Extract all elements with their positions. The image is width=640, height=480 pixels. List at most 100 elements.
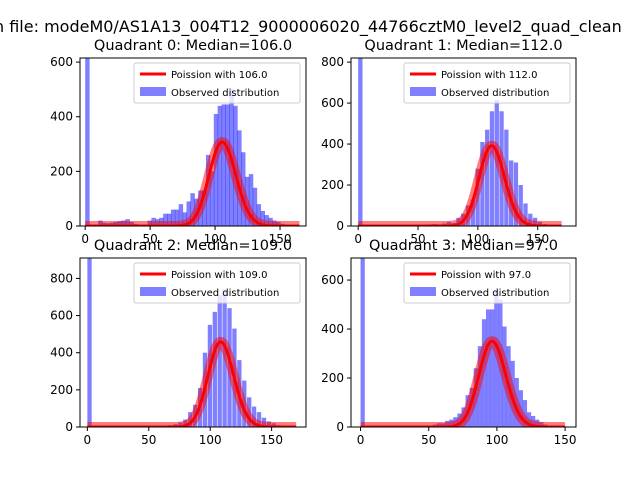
x-tick-label: 150 [269, 232, 292, 246]
histogram-bar [518, 185, 523, 226]
y-tick-label: 600 [321, 96, 344, 110]
y-tick-label: 400 [50, 110, 73, 124]
histogram-bar [209, 171, 215, 226]
y-tick-label: 200 [50, 383, 73, 397]
legend-label-poisson: Poission with 109.0 [171, 270, 267, 281]
legend-label-observed: Observed distribution [441, 88, 549, 99]
x-tick-label: 0 [354, 232, 362, 246]
legend: Poission with 106.0 Observed distribution [133, 62, 301, 104]
histogram-bar [486, 309, 491, 427]
plot-area [83, 258, 300, 427]
plot-area [81, 58, 304, 226]
plot-area [356, 258, 569, 427]
x-tick-label: 50 [142, 232, 157, 246]
panel-quadrant-0: Quadrant 0: Median=106.0 0 50 100 150 0 200 400… [50, 38, 307, 246]
histogram-bar [167, 213, 172, 226]
panel-quadrant-1: Quadrant 1: Median=112.0 0 50 100 150 0 200 400… [321, 38, 577, 246]
histogram-bar [360, 258, 365, 427]
histogram-bar [358, 58, 363, 226]
panel-title: Quadrant 0: Median=106.0 [94, 38, 292, 54]
histogram-bar [212, 311, 217, 427]
histogram-bar [490, 309, 495, 427]
x-tick-label: 0 [357, 433, 365, 447]
y-tick-label: 200 [321, 178, 344, 192]
panel-title: Quadrant 3: Median=97.0 [369, 238, 558, 254]
histogram-bar [221, 104, 226, 226]
histogram-bar [248, 174, 254, 226]
legend-patch-swatch [140, 287, 166, 296]
legend-label-poisson: Poission with 106.0 [171, 70, 267, 81]
legend-box [133, 262, 301, 304]
y-tick-label: 600 [50, 55, 73, 69]
histogram-bar [170, 209, 176, 226]
legend-patch-swatch [410, 287, 436, 296]
x-tick-label: 0 [84, 433, 92, 447]
legend: Poission with 109.0 Observed distribution [133, 262, 301, 304]
panel-title: Quadrant 2: Median=109.0 [94, 238, 292, 254]
y-tick-label: 800 [321, 55, 344, 69]
x-tick-label: 50 [421, 433, 436, 447]
histogram-bar [260, 210, 265, 226]
legend-patch-swatch [140, 87, 166, 96]
poisson-curve-halo [356, 336, 569, 427]
poisson-curve-halo [83, 336, 300, 427]
histogram-bar [85, 58, 90, 226]
axes-frame [79, 257, 307, 428]
y-tick-label: 400 [321, 322, 344, 336]
axes-frame [79, 57, 307, 227]
y-tick-label: 0 [336, 420, 344, 434]
histogram-bar [252, 187, 258, 226]
legend-patch-swatch [410, 87, 436, 96]
histogram-bar [225, 104, 230, 226]
figure-suptitle: n file: modeM0/AS1A13_004T12_9000006020_… [0, 17, 622, 37]
y-tick-label: 800 [50, 271, 73, 285]
poisson-curve [357, 144, 562, 226]
histogram-bar [213, 114, 219, 226]
x-tick-label: 0 [81, 232, 89, 246]
x-tick-label: 100 [204, 232, 227, 246]
histogram-bar [217, 295, 222, 427]
y-tick-label: 200 [321, 371, 344, 385]
legend-label-observed: Observed distribution [441, 288, 549, 299]
x-tick-label: 50 [141, 433, 156, 447]
histogram-bar [485, 129, 490, 226]
x-tick-label: 150 [526, 232, 549, 246]
x-tick-label: 100 [485, 433, 508, 447]
histogram-bar [174, 209, 180, 226]
y-tick-label: 200 [50, 164, 73, 178]
histogram-bar [523, 203, 528, 226]
y-tick-label: 0 [336, 219, 344, 233]
axes-frame [350, 57, 577, 227]
panel-quadrant-2: Quadrant 2: Median=109.0 0 50 100 150 0 200 400… [50, 238, 307, 447]
histogram-bar [182, 212, 188, 226]
histogram-bar [178, 204, 184, 226]
histogram-bar [87, 258, 92, 427]
legend: Poission with 97.0 Observed distribution [403, 262, 571, 304]
histogram-bar [513, 162, 519, 226]
y-tick-label: 400 [321, 137, 344, 151]
axes-frame [350, 257, 577, 428]
histogram-bar [217, 105, 223, 226]
y-tick-label: 0 [65, 420, 73, 434]
y-tick-label: 600 [50, 309, 73, 323]
y-tick-label: 600 [321, 273, 344, 287]
x-tick-label: 150 [554, 433, 577, 447]
legend-box [403, 62, 571, 104]
poisson-curve [360, 339, 566, 427]
legend-box [403, 262, 571, 304]
histogram-bar [256, 412, 262, 427]
poisson-curve [84, 140, 300, 226]
histogram-bar [489, 111, 495, 226]
poisson-curve [87, 340, 297, 427]
x-tick-label: 150 [260, 433, 283, 447]
legend-label-observed: Observed distribution [171, 88, 279, 99]
histogram-bar [190, 193, 195, 226]
panel-title: Quadrant 1: Median=112.0 [364, 38, 562, 54]
x-tick-label: 100 [466, 232, 489, 246]
panel-quadrant-3: Quadrant 3: Median=97.0 0 50 100 150 0 200 400 6… [321, 238, 576, 447]
y-tick-label: 0 [65, 219, 73, 233]
poisson-curve-halo [81, 137, 304, 226]
histogram-bar [522, 400, 528, 427]
y-tick-label: 400 [50, 346, 73, 360]
